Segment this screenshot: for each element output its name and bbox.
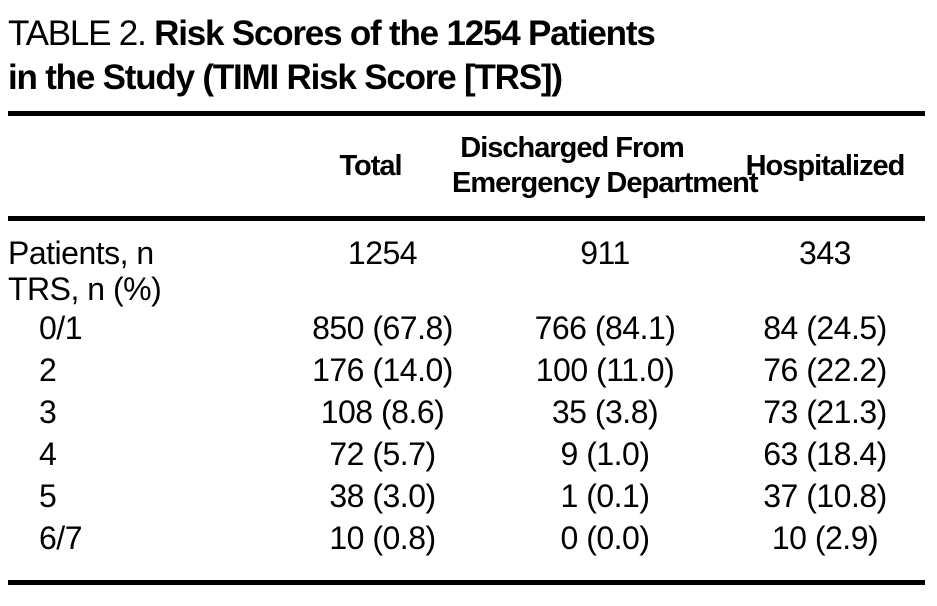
header-total-label: Total <box>339 149 402 182</box>
total-value: 850 (67.8) <box>312 309 453 346</box>
total-value: 176 (14.0) <box>312 351 453 388</box>
header-discharged: Discharged From Emergency Department <box>452 131 759 201</box>
table-title: TABLE 2. Risk Scores of the 1254 Patient… <box>0 0 937 100</box>
discharged-value: 0 (0.0) <box>560 519 650 556</box>
discharged-value: 1 (0.1) <box>560 477 650 514</box>
table-row-trs-2: 2 176 (14.0) 100 (11.0) 76 (22.2) <box>8 349 925 391</box>
header-discharged-line2: Emergency Department <box>452 167 759 199</box>
table-row-trs-0-1: 0/1 850 (67.8) 766 (84.1) 84 (24.5) <box>8 307 925 349</box>
table-body: Patients, n 1254 911 343 TRS, n (%) 0/1 … <box>0 221 937 580</box>
row-label: 0/1 <box>39 309 82 346</box>
top-rule <box>8 111 925 116</box>
row-label: 6/7 <box>39 519 82 556</box>
row-label: TRS, n (%) <box>8 271 162 307</box>
header-rule <box>8 216 925 221</box>
hospitalized-value: 76 (22.2) <box>763 351 887 388</box>
total-value: 10 (0.8) <box>329 519 436 556</box>
total-value: 108 (8.6) <box>320 393 445 430</box>
header-discharged-line1: Discharged From <box>460 132 685 164</box>
hospitalized-value: 10 (2.9) <box>771 519 879 556</box>
table-row-patients: Patients, n 1254 911 343 <box>8 235 925 271</box>
table-row-trs-5: 5 38 (3.0) 1 (0.1) 37 (10.8) <box>8 475 925 517</box>
table-row-trs-4: 4 72 (5.7) 9 (1.0) 63 (18.4) <box>8 433 925 475</box>
total-value: 38 (3.0) <box>329 477 436 514</box>
hospitalized-value: 63 (18.4) <box>763 435 887 472</box>
row-label: 5 <box>39 477 57 514</box>
row-label: Patients, n <box>8 235 154 271</box>
header-total: Total <box>280 149 485 184</box>
table-title-line1: TABLE 2. Risk Scores of the 1254 Patient… <box>8 12 937 56</box>
bottom-rule <box>8 580 925 585</box>
table-row-trs-6-7: 6/7 10 (0.8) 0 (0.0) 10 (2.9) <box>8 517 925 559</box>
header-hospitalized-label: Hospitalized <box>745 149 906 182</box>
row-label: 4 <box>39 435 57 472</box>
table-title-text-line2: in the Study (TIMI Risk Score [TRS]) <box>8 58 563 97</box>
header-hospitalized: Hospitalized <box>725 149 925 184</box>
row-label: 2 <box>39 351 57 388</box>
hospitalized-value: 37 (10.8) <box>763 477 887 514</box>
total-value: 72 (5.7) <box>329 435 436 472</box>
table-row-trs-section: TRS, n (%) <box>8 271 925 307</box>
table-header-row: Total Discharged From Emergency Departme… <box>8 116 925 216</box>
discharged-value: 911 <box>580 235 630 271</box>
discharged-value: 9 (1.0) <box>560 435 650 472</box>
hospitalized-value: 343 <box>799 235 851 271</box>
discharged-value: 100 (11.0) <box>535 351 675 388</box>
table-number-label: TABLE 2. <box>8 14 147 53</box>
discharged-value: 766 (84.1) <box>534 309 676 346</box>
hospitalized-value: 73 (21.3) <box>763 393 887 430</box>
discharged-value: 35 (3.8) <box>551 393 659 430</box>
total-value: 1254 <box>347 235 418 271</box>
table-title-text-line1: Risk Scores of the 1254 Patients <box>154 14 656 53</box>
table-row-trs-3: 3 108 (8.6) 35 (3.8) 73 (21.3) <box>8 391 925 433</box>
table-title-line2: in the Study (TIMI Risk Score [TRS]) <box>8 56 937 100</box>
header-discharged-label: Discharged From Emergency Department <box>452 131 759 201</box>
row-label: 3 <box>39 393 57 430</box>
hospitalized-value: 84 (24.5) <box>763 309 887 346</box>
